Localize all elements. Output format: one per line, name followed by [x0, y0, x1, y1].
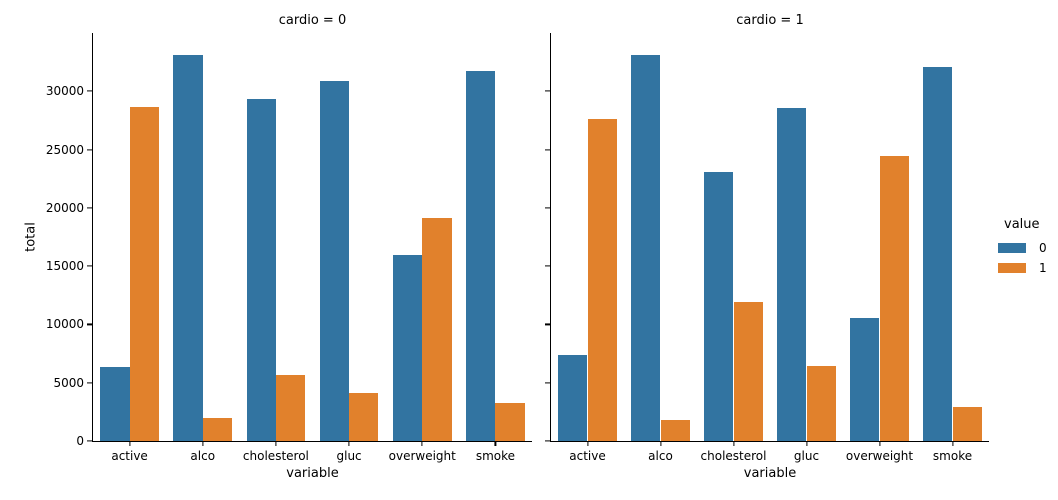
- x-tick: [348, 441, 350, 446]
- y-axis-label: total: [23, 222, 39, 252]
- x-tick: [659, 441, 662, 446]
- facet-title: cardio = 0: [278, 13, 347, 28]
- x-tick-label-overweight: overweight: [845, 449, 914, 463]
- y-tick: [87, 382, 92, 384]
- plot-area: active alco cholesterol gluc overweight smoke: [545, 33, 989, 463]
- bar-gluc-value1: [806, 366, 836, 441]
- legend-entry-0: 0: [998, 238, 1047, 258]
- bar-active-value1: [587, 119, 617, 441]
- y-tick-label: 0: [76, 434, 84, 448]
- x-tick-label-cholesterol: cholesterol: [242, 449, 309, 463]
- x-tick-label-overweight: overweight: [388, 449, 456, 463]
- bar-overweight-value1: [879, 156, 909, 441]
- x-tick: [951, 441, 954, 446]
- y-axis-spine: [549, 33, 551, 441]
- bar-active-value1: [129, 107, 159, 441]
- y-tick: [87, 90, 92, 92]
- x-tick: [805, 441, 808, 446]
- y-tick: [545, 440, 550, 442]
- x-tick-label-alco: alco: [190, 449, 216, 463]
- y-tick: [545, 90, 550, 92]
- legend-title: value: [1004, 217, 1040, 232]
- bar-cholesterol-value0: [704, 172, 734, 441]
- y-tick: [87, 265, 92, 267]
- y-tick-label: 25000: [45, 142, 84, 157]
- x-tick-label-cholesterol: cholesterol: [700, 449, 767, 463]
- bar-overweight-value0: [392, 255, 423, 441]
- x-tick: [275, 441, 277, 446]
- x-tick-label-smoke: smoke: [932, 449, 973, 463]
- x-tick-label-active: active: [111, 449, 148, 463]
- x-tick: [878, 441, 881, 446]
- bar-smoke-value1: [952, 406, 982, 441]
- y-tick-label: 5000: [53, 375, 84, 390]
- y-axis-spine: [91, 33, 93, 441]
- bar-active-value0: [100, 366, 130, 441]
- legend-entry-label: 1: [1039, 261, 1047, 275]
- x-tick: [586, 441, 589, 446]
- y-tick: [545, 323, 550, 326]
- bar-smoke-value0: [466, 70, 496, 441]
- bar-smoke-value1: [495, 403, 525, 441]
- x-tick-label-gluc: gluc: [336, 449, 362, 463]
- bar-overweight-value1: [422, 218, 452, 441]
- bar-alco-value0: [631, 54, 661, 441]
- bar-gluc-value1: [349, 392, 379, 441]
- x-tick-label-active: active: [569, 449, 606, 463]
- bar-alco-value0: [173, 55, 203, 441]
- bar-alco-value1: [660, 419, 690, 441]
- y-tick: [545, 148, 550, 151]
- bar-cholesterol-value1: [275, 374, 306, 441]
- y-tick: [545, 207, 550, 209]
- y-tick: [87, 148, 92, 151]
- bar-gluc-value0: [777, 107, 807, 441]
- bar-gluc-value0: [319, 80, 350, 441]
- x-axis-spine: [549, 441, 989, 443]
- x-tick: [202, 441, 204, 446]
- x-tick-label-smoke: smoke: [475, 449, 515, 463]
- bar-cholesterol-value0: [246, 99, 276, 441]
- legend-entry-label: 0: [1039, 241, 1047, 255]
- x-axis-label: variable: [743, 466, 797, 481]
- bar-smoke-value0: [923, 67, 953, 441]
- facet-cardio-1: cardio = 1 active alco cholesterol gluc over…: [545, 0, 989, 500]
- y-tick: [87, 207, 92, 209]
- bar-overweight-value0: [850, 318, 880, 441]
- bar-cholesterol-value1: [733, 302, 763, 441]
- x-axis-spine: [91, 441, 532, 443]
- x-axis-label: variable: [286, 466, 339, 481]
- y-tick: [87, 323, 92, 326]
- x-tick: [732, 441, 735, 446]
- legend-swatch: [998, 243, 1026, 253]
- y-tick: [545, 382, 550, 384]
- x-tick-label-gluc: gluc: [793, 449, 820, 463]
- x-tick: [128, 441, 131, 446]
- y-tick: [87, 440, 92, 442]
- y-tick-label: 10000: [45, 317, 84, 332]
- plot-area: 0 5000 10000 15000 20000 25000 30000 active alco…: [46, 33, 532, 463]
- legend-swatch: [998, 263, 1026, 273]
- y-tick-label: 20000: [45, 200, 84, 215]
- facet-cardio-0: cardio = 0 0 5000 10000 15000 20000 25000 3000…: [46, 0, 532, 500]
- y-tick: [545, 265, 550, 267]
- legend-entry-1: 1: [998, 258, 1047, 278]
- bar-active-value0: [558, 355, 588, 441]
- facet-title: cardio = 1: [736, 13, 804, 28]
- y-tick-label: 15000: [45, 259, 84, 274]
- y-tick-label: 30000: [45, 84, 84, 99]
- bar-alco-value1: [202, 418, 233, 441]
- x-tick: [494, 441, 496, 446]
- x-tick: [421, 441, 423, 446]
- x-tick-label-alco: alco: [648, 449, 673, 463]
